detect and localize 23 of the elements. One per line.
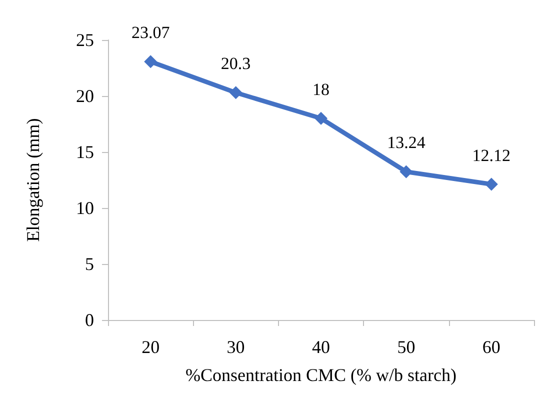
- data-label: 18: [312, 80, 330, 99]
- point: [144, 55, 158, 68]
- point: [229, 86, 242, 100]
- x-tick-label: 20: [142, 337, 160, 357]
- y-tick-label: 10: [76, 198, 94, 218]
- data-label: 20.3: [220, 54, 251, 74]
- x-tick-label: 40: [312, 337, 330, 357]
- point: [484, 178, 498, 191]
- point: [400, 165, 413, 178]
- y-tick-label: 5: [85, 254, 94, 274]
- data-label: 13.24: [387, 133, 426, 152]
- data-label: 12.12: [472, 146, 511, 165]
- y-tick-label: 0: [85, 310, 94, 330]
- y-tick-label: 15: [76, 142, 94, 162]
- x-tick-label: 60: [482, 337, 500, 357]
- x-tick-label: 50: [397, 337, 416, 357]
- x-axis-title: %Consentration CMC (% w/b starch): [186, 365, 456, 385]
- point: [314, 112, 328, 125]
- x-tick-label: 30: [226, 337, 245, 357]
- y-axis-title: Elongation (mm): [23, 118, 43, 242]
- y-tick-label: 25: [76, 30, 94, 50]
- data-label: 23.07: [131, 23, 170, 42]
- y-tick-label: 20: [76, 86, 94, 106]
